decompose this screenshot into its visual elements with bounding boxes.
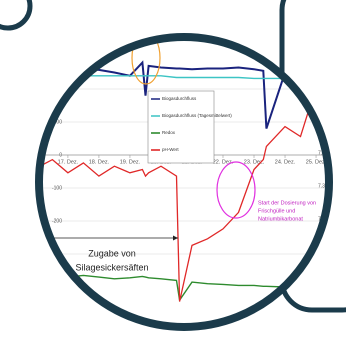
x-tick-label: 24. Dez. <box>275 159 296 165</box>
lens-border <box>35 33 333 331</box>
chart: -300-200-10001002007.27.37.47.517. Dez.1… <box>41 39 327 325</box>
legend-box <box>147 90 215 164</box>
annotation: Frischgülle und <box>258 208 295 214</box>
y2-tick-label: 7.4 <box>318 150 325 156</box>
annotation: Zugabe von <box>88 248 136 258</box>
legend-label: Redox <box>162 130 176 135</box>
x-tick-label: 23. Dez. <box>244 159 265 165</box>
y-tick-label: -100 <box>52 185 62 191</box>
legend-label: Biogasdurchfluss <box>162 96 197 101</box>
legend-label: pH-Wert <box>162 147 179 152</box>
badge <box>0 0 33 31</box>
annotation: Silagesickersäften <box>75 262 148 272</box>
y-tick-label: 100 <box>54 119 63 125</box>
annotation: Start der Dosierung von <box>258 200 316 206</box>
y2-tick-label: 7.3 <box>318 183 325 189</box>
x-tick-label: 25. Dez. <box>306 159 327 165</box>
x-tick-label: 17. Dez. <box>58 159 79 165</box>
highlight <box>216 161 256 219</box>
series-line <box>41 86 327 302</box>
x-tick-label: 22. Dez. <box>213 159 234 165</box>
y-tick-label: 200 <box>54 86 63 92</box>
highlight <box>131 39 161 85</box>
x-tick-label: 19. Dez. <box>120 159 141 165</box>
series-line <box>41 75 327 80</box>
x-tick-label: 18. Dez. <box>89 159 110 165</box>
y-tick-label: -200 <box>52 218 62 224</box>
series-line <box>41 273 327 303</box>
annotation: Natriumbikarbonat <box>258 216 303 222</box>
legend-label: Biogasdurchfluss (Tagesmittelwert) <box>162 113 232 118</box>
